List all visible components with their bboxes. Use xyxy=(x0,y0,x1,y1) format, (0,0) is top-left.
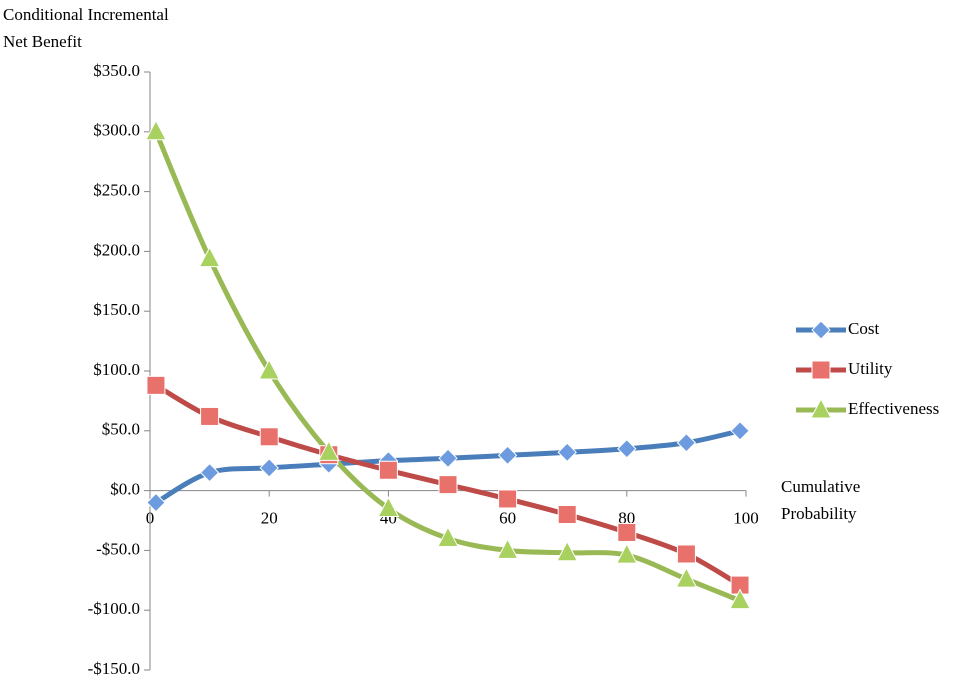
y-tick-label: -$100.0 xyxy=(88,599,140,618)
legend-marker xyxy=(811,320,831,340)
marker xyxy=(259,427,279,447)
marker xyxy=(146,492,166,513)
marker xyxy=(729,588,751,610)
y-tick-label: $100.0 xyxy=(93,360,140,379)
y-axis-title-line: Conditional Incremental xyxy=(3,5,169,24)
marker xyxy=(437,526,459,547)
marker xyxy=(200,406,220,426)
marker xyxy=(378,460,398,480)
y-tick-label: $200.0 xyxy=(93,240,140,259)
y-tick-label: $150.0 xyxy=(93,300,140,319)
legend-marker xyxy=(810,397,832,419)
legend-label: Utility xyxy=(848,359,893,378)
legend-label: Cost xyxy=(848,319,879,338)
marker xyxy=(498,489,518,509)
y-tick-label: -$150.0 xyxy=(88,659,140,678)
x-tick-label: 100 xyxy=(733,509,759,528)
x-tick-label: 60 xyxy=(499,509,516,528)
marker xyxy=(676,544,696,564)
marker xyxy=(617,522,637,542)
marker xyxy=(676,433,697,453)
marker xyxy=(556,540,579,562)
x-axis-title: Cumulative Probability xyxy=(781,477,860,523)
y-tick-label: $50.0 xyxy=(102,420,140,439)
marker xyxy=(438,475,458,495)
marker xyxy=(317,440,340,461)
marker xyxy=(675,567,698,588)
marker xyxy=(258,358,281,380)
marker xyxy=(259,458,279,478)
marker xyxy=(617,439,637,459)
marker xyxy=(377,496,400,518)
x-tick-label: 80 xyxy=(618,509,635,528)
y-axis-title: Conditional Incremental Net Benefit xyxy=(3,5,169,51)
marker xyxy=(497,445,518,466)
marker xyxy=(146,375,166,395)
x-tick-label: 0 xyxy=(146,509,155,528)
y-axis-title-line: Net Benefit xyxy=(3,32,82,51)
marker xyxy=(730,421,750,441)
marker xyxy=(615,543,638,564)
marker xyxy=(199,462,220,483)
legend-label: Effectiveness xyxy=(848,399,939,418)
x-tick-label: 20 xyxy=(261,509,278,528)
x-axis-title-line: Cumulative xyxy=(781,477,860,496)
y-tick-label: $300.0 xyxy=(93,121,140,140)
marker xyxy=(145,119,167,141)
y-tick-label: -$50.0 xyxy=(96,539,140,558)
marker xyxy=(496,538,519,559)
marker xyxy=(557,505,577,525)
marker xyxy=(438,448,458,469)
marker xyxy=(198,246,221,268)
y-tick-label: $250.0 xyxy=(93,181,140,200)
marker xyxy=(557,442,577,463)
legend-marker xyxy=(811,360,831,380)
y-tick-label: $350.0 xyxy=(93,61,140,80)
y-tick-label: $0.0 xyxy=(110,480,140,499)
x-axis-title-line: Probability xyxy=(781,504,857,523)
